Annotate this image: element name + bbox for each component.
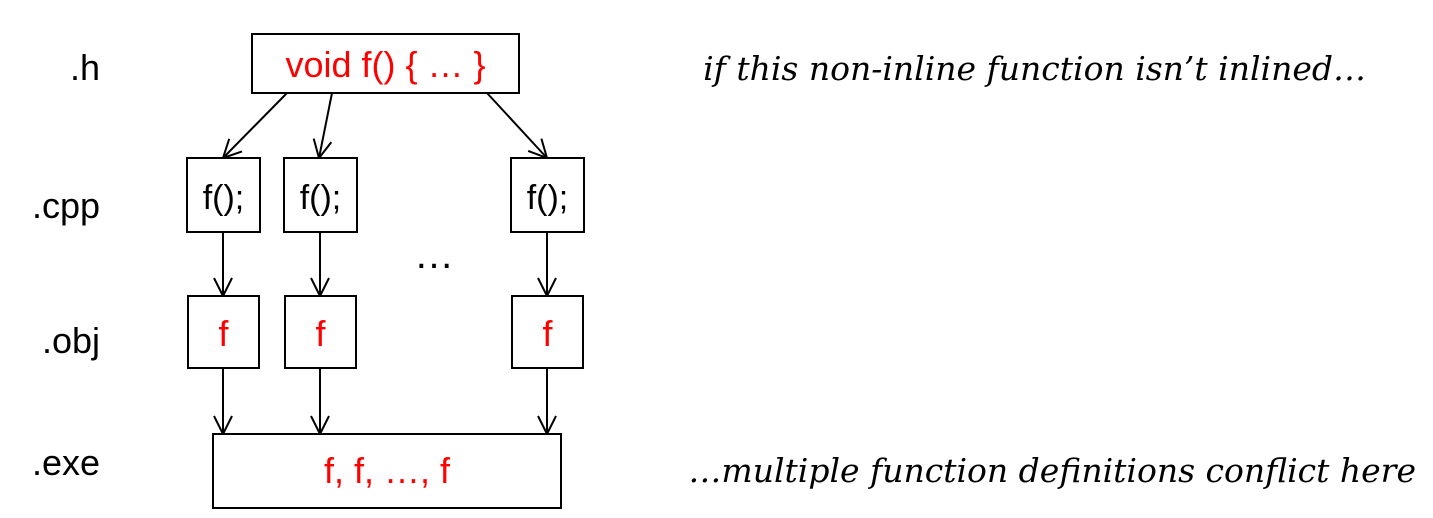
obj-box-1-text: f	[218, 313, 229, 354]
cpp-box-2-text: f();	[300, 179, 342, 217]
layer-label-exe: .exe	[32, 442, 100, 483]
ellipsis: …	[414, 233, 454, 277]
layer-label-obj: .obj	[42, 320, 100, 361]
header-box	[251, 33, 520, 94]
exe-box-text: f, f, …, f	[324, 450, 451, 491]
obj-box-3	[511, 295, 584, 369]
arrow-header-to-cpp-2	[319, 92, 333, 158]
arrow-header-to-cpp-3	[486, 92, 547, 158]
cpp-box-3-text: f();	[527, 179, 569, 217]
header-box-text: void f() { … }	[285, 44, 485, 85]
layer-label-cpp: .cpp	[32, 185, 100, 226]
note-bottom: …multiple function definitions conflict …	[688, 451, 1416, 490]
obj-box-3-text: f	[542, 313, 553, 354]
cpp-box-1	[186, 157, 261, 233]
cpp-box-3	[510, 157, 585, 233]
cpp-box-1-text: f();	[203, 179, 245, 217]
obj-box-2-text: f	[315, 313, 326, 354]
exe-box	[212, 433, 562, 509]
arrow-header-to-cpp-1	[223, 92, 288, 158]
layer-label-h: .h	[70, 47, 100, 88]
note-top: if this non-inline function isn’t inline…	[703, 49, 1366, 88]
